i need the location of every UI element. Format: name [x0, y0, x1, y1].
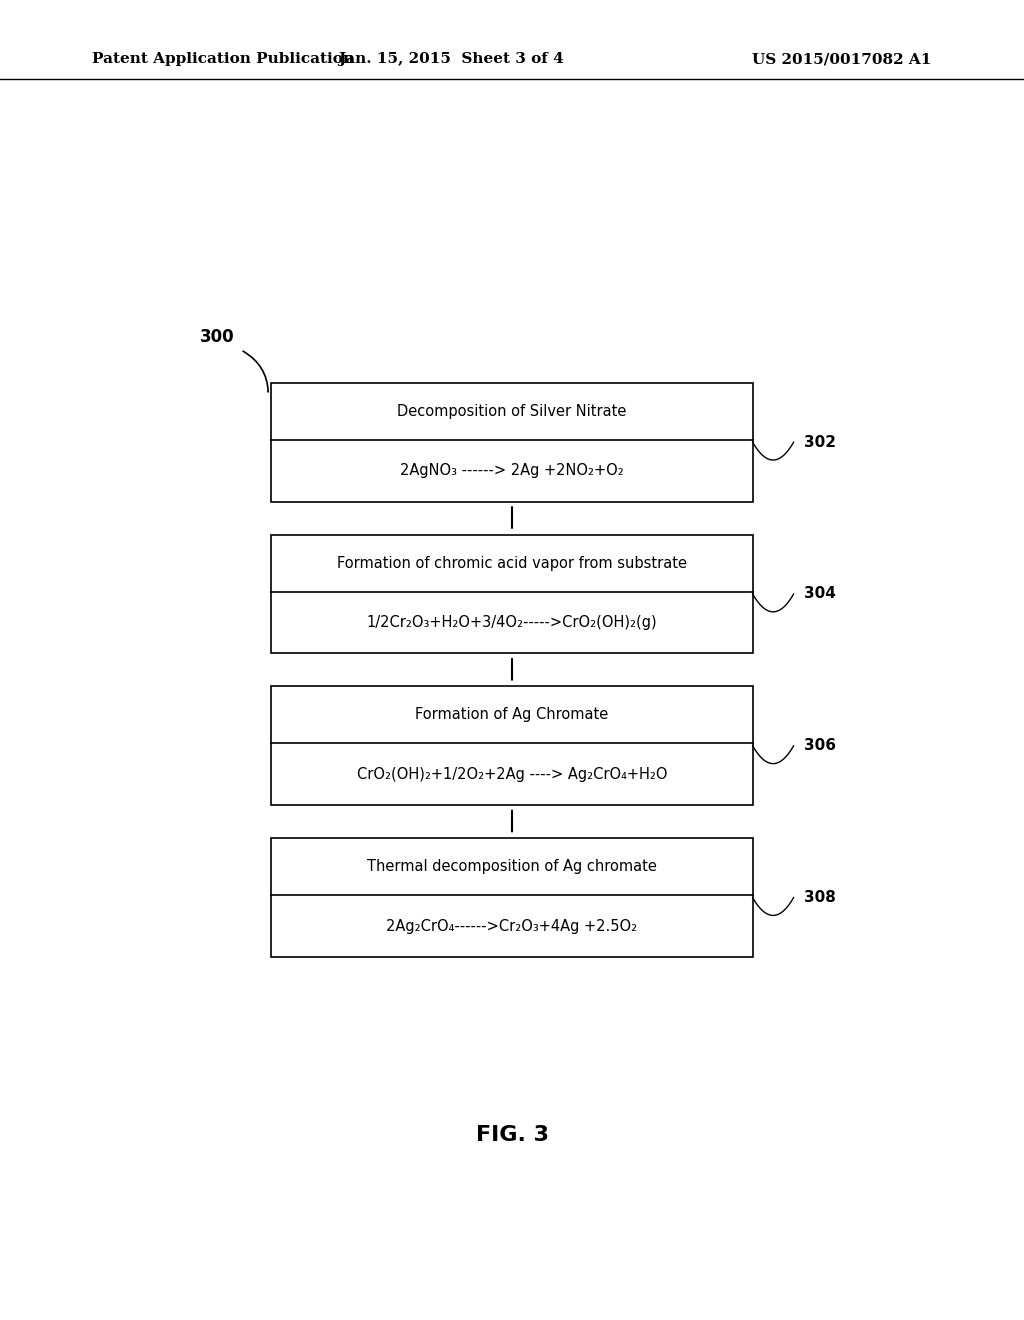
Text: Formation of chromic acid vapor from substrate: Formation of chromic acid vapor from sub…	[337, 556, 687, 570]
FancyBboxPatch shape	[271, 686, 753, 805]
Text: 306: 306	[804, 738, 836, 754]
Text: Patent Application Publication: Patent Application Publication	[92, 53, 354, 66]
Text: 2AgNO₃ ------> 2Ag +2NO₂+O₂: 2AgNO₃ ------> 2Ag +2NO₂+O₂	[400, 463, 624, 478]
Text: FIG. 3: FIG. 3	[475, 1125, 549, 1146]
Text: Decomposition of Silver Nitrate: Decomposition of Silver Nitrate	[397, 404, 627, 418]
Text: 300: 300	[200, 327, 234, 346]
Text: 2Ag₂CrO₄------>Cr₂O₃+4Ag +2.5O₂: 2Ag₂CrO₄------>Cr₂O₃+4Ag +2.5O₂	[386, 919, 638, 933]
Text: US 2015/0017082 A1: US 2015/0017082 A1	[753, 53, 932, 66]
Text: Formation of Ag Chromate: Formation of Ag Chromate	[416, 708, 608, 722]
Text: CrO₂(OH)₂+1/2O₂+2Ag ----> Ag₂CrO₄+H₂O: CrO₂(OH)₂+1/2O₂+2Ag ----> Ag₂CrO₄+H₂O	[356, 767, 668, 781]
Text: 304: 304	[804, 586, 836, 602]
FancyBboxPatch shape	[271, 838, 753, 957]
FancyBboxPatch shape	[271, 383, 753, 502]
Text: Thermal decomposition of Ag chromate: Thermal decomposition of Ag chromate	[367, 859, 657, 874]
Text: Jan. 15, 2015  Sheet 3 of 4: Jan. 15, 2015 Sheet 3 of 4	[338, 53, 563, 66]
Text: 308: 308	[804, 890, 836, 906]
Text: 1/2Cr₂O₃+H₂O+3/4O₂----->CrO₂(OH)₂(g): 1/2Cr₂O₃+H₂O+3/4O₂----->CrO₂(OH)₂(g)	[367, 615, 657, 630]
FancyBboxPatch shape	[271, 535, 753, 653]
FancyArrowPatch shape	[243, 351, 268, 392]
Text: 302: 302	[804, 434, 836, 450]
